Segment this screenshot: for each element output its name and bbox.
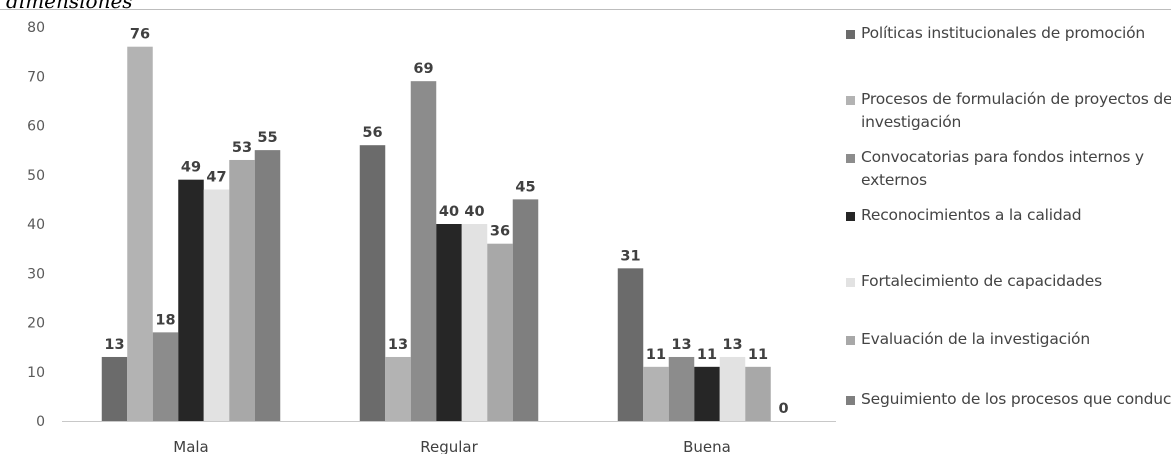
bar	[512, 199, 539, 421]
top-divider	[0, 9, 1171, 10]
y-tick-label: 40	[27, 217, 45, 233]
data-label: 47	[206, 170, 226, 186]
bar	[254, 150, 281, 421]
legend-swatch	[846, 336, 855, 345]
legend-label: Fortalecimiento de capacidades	[861, 272, 1102, 290]
data-label: 40	[439, 204, 459, 220]
y-tick-label: 60	[27, 119, 45, 135]
data-label: 53	[232, 140, 252, 156]
y-tick-label: 0	[36, 414, 45, 430]
legend-item: Seguimiento de los procesos que conduce	[846, 388, 1171, 411]
bar	[178, 179, 204, 421]
legend-item: Fortalecimiento de capacidades	[846, 270, 1171, 293]
legend-label: Procesos de formulación de proyectos de …	[861, 90, 1171, 131]
bar-chart: 0 10 20 30 40 50 60 70 80 13 76 18 49 47 53 55 Mala 56 13 6…	[27, 20, 836, 454]
data-label: 69	[413, 61, 433, 77]
legend-label: Políticas institucionales de promoción	[861, 24, 1146, 42]
bar	[410, 81, 437, 422]
bar	[436, 224, 462, 421]
data-label: 45	[515, 179, 535, 195]
legend-label: Convocatorias para fondos internos y ext…	[861, 148, 1144, 189]
data-label: 18	[155, 312, 175, 328]
bar	[487, 243, 513, 421]
category-label: Buena	[683, 438, 731, 454]
legend-item: Políticas institucionales de promoción	[846, 22, 1171, 45]
bar	[461, 224, 488, 421]
bar	[229, 159, 255, 421]
data-label: 40	[464, 204, 484, 220]
data-label: 76	[130, 27, 150, 43]
legend-item: Evaluación de la investigación	[846, 328, 1171, 351]
bar	[359, 145, 386, 421]
y-tick-label: 20	[27, 316, 45, 332]
data-label: 13	[104, 337, 124, 353]
y-tick-label: 50	[27, 168, 45, 184]
bar	[719, 356, 746, 421]
legend-label: Reconocimientos a la calidad	[861, 206, 1082, 224]
category-label: Regular	[420, 438, 478, 454]
data-label: 49	[181, 160, 201, 176]
data-label: 11	[748, 347, 768, 363]
data-label: 13	[671, 337, 691, 353]
legend-label: Seguimiento de los procesos que conduce	[861, 390, 1171, 408]
y-tick-label: 30	[27, 266, 45, 282]
category-label: Mala	[173, 438, 209, 454]
bar	[101, 356, 128, 421]
data-label: 11	[646, 347, 666, 363]
legend-item: Convocatorias para fondos internos y ext…	[846, 146, 1171, 192]
data-label: 0	[778, 401, 788, 417]
y-tick-label: 70	[27, 69, 45, 85]
data-label: 55	[257, 130, 277, 146]
bar	[643, 366, 669, 421]
legend-swatch	[846, 30, 855, 39]
legend-item: Reconocimientos a la calidad	[846, 204, 1171, 227]
bar	[385, 356, 411, 421]
legend-item: Procesos de formulación de proyectos de …	[846, 88, 1171, 134]
bar	[694, 366, 720, 421]
bar	[152, 332, 179, 421]
data-label: 13	[722, 337, 742, 353]
bar	[617, 268, 644, 421]
bar	[745, 366, 771, 421]
y-tick-label: 80	[27, 20, 45, 36]
legend-swatch	[846, 96, 855, 105]
legend-swatch	[846, 154, 855, 163]
data-label: 36	[490, 224, 510, 240]
legend-swatch	[846, 212, 855, 221]
data-label: 56	[362, 125, 382, 141]
data-label: 13	[388, 337, 408, 353]
data-label: 31	[620, 248, 640, 264]
legend-label: Evaluación de la investigación	[861, 330, 1090, 348]
y-tick-label: 10	[27, 365, 45, 381]
data-label: 11	[697, 347, 717, 363]
bar	[203, 189, 230, 421]
bar	[668, 356, 695, 421]
legend-swatch	[846, 396, 855, 405]
legend-swatch	[846, 278, 855, 287]
bar	[127, 46, 153, 421]
